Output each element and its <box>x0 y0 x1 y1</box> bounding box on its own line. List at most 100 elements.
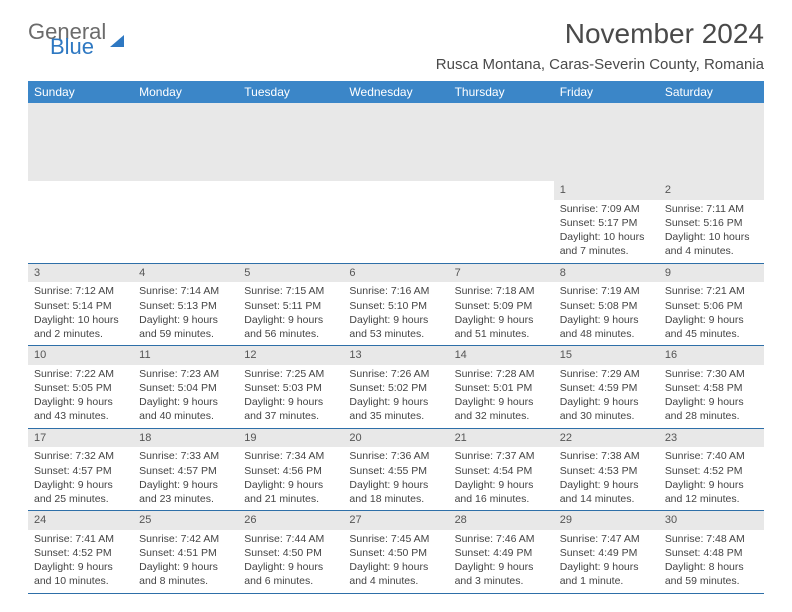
day-sunrise: Sunrise: 7:12 AM <box>34 284 127 298</box>
day-number: 24 <box>28 510 133 530</box>
day-sunrise: Sunrise: 7:15 AM <box>244 284 337 298</box>
day-sunset: Sunset: 4:49 PM <box>455 546 548 560</box>
day-daylight: Daylight: 9 hours and 18 minutes. <box>349 478 442 506</box>
day-cell: 14Sunrise: 7:28 AMSunset: 5:01 PMDayligh… <box>449 345 554 428</box>
day-sunrise: Sunrise: 7:46 AM <box>455 532 548 546</box>
day-header-row: SundayMondayTuesdayWednesdayThursdayFrid… <box>28 81 764 103</box>
day-number: 5 <box>238 263 343 283</box>
day-body: Sunrise: 7:48 AMSunset: 4:48 PMDaylight:… <box>659 530 764 593</box>
day-body: Sunrise: 7:42 AMSunset: 4:51 PMDaylight:… <box>133 530 238 593</box>
day-daylight: Daylight: 9 hours and 43 minutes. <box>34 395 127 423</box>
day-number: 21 <box>449 428 554 448</box>
day-sunrise: Sunrise: 7:09 AM <box>560 202 653 216</box>
day-cell: 7Sunrise: 7:18 AMSunset: 5:09 PMDaylight… <box>449 263 554 346</box>
day-cell: 29Sunrise: 7:47 AMSunset: 4:49 PMDayligh… <box>554 510 659 593</box>
day-header: Wednesday <box>343 81 448 103</box>
day-cell: 2Sunrise: 7:11 AMSunset: 5:16 PMDaylight… <box>659 181 764 263</box>
day-number: 4 <box>133 263 238 283</box>
day-number: 12 <box>238 345 343 365</box>
day-body: Sunrise: 7:16 AMSunset: 5:10 PMDaylight:… <box>343 282 448 345</box>
day-body: Sunrise: 7:14 AMSunset: 5:13 PMDaylight:… <box>133 282 238 345</box>
day-body: Sunrise: 7:32 AMSunset: 4:57 PMDaylight:… <box>28 447 133 510</box>
day-sunrise: Sunrise: 7:41 AM <box>34 532 127 546</box>
day-cell <box>343 181 448 263</box>
day-daylight: Daylight: 10 hours and 2 minutes. <box>34 313 127 341</box>
location: Rusca Montana, Caras-Severin County, Rom… <box>436 56 764 73</box>
day-body: Sunrise: 7:29 AMSunset: 4:59 PMDaylight:… <box>554 365 659 428</box>
week-row: 1Sunrise: 7:09 AMSunset: 5:17 PMDaylight… <box>28 181 764 263</box>
day-daylight: Daylight: 9 hours and 8 minutes. <box>139 560 232 588</box>
day-daylight: Daylight: 9 hours and 51 minutes. <box>455 313 548 341</box>
day-daylight: Daylight: 9 hours and 45 minutes. <box>665 313 758 341</box>
day-sunrise: Sunrise: 7:33 AM <box>139 449 232 463</box>
day-cell: 15Sunrise: 7:29 AMSunset: 4:59 PMDayligh… <box>554 345 659 428</box>
day-header: Friday <box>554 81 659 103</box>
header: General Blue November 2024 Rusca Montana… <box>28 18 764 73</box>
day-body: Sunrise: 7:40 AMSunset: 4:52 PMDaylight:… <box>659 447 764 510</box>
day-number: 19 <box>238 428 343 448</box>
day-body: Sunrise: 7:22 AMSunset: 5:05 PMDaylight:… <box>28 365 133 428</box>
day-header: Sunday <box>28 81 133 103</box>
day-sunrise: Sunrise: 7:30 AM <box>665 367 758 381</box>
day-cell: 12Sunrise: 7:25 AMSunset: 5:03 PMDayligh… <box>238 345 343 428</box>
day-daylight: Daylight: 9 hours and 16 minutes. <box>455 478 548 506</box>
day-body: Sunrise: 7:26 AMSunset: 5:02 PMDaylight:… <box>343 365 448 428</box>
day-number: 18 <box>133 428 238 448</box>
day-number: 8 <box>554 263 659 283</box>
day-body: Sunrise: 7:33 AMSunset: 4:57 PMDaylight:… <box>133 447 238 510</box>
day-daylight: Daylight: 9 hours and 3 minutes. <box>455 560 548 588</box>
day-cell: 1Sunrise: 7:09 AMSunset: 5:17 PMDaylight… <box>554 181 659 263</box>
week-row: 17Sunrise: 7:32 AMSunset: 4:57 PMDayligh… <box>28 428 764 511</box>
day-cell: 28Sunrise: 7:46 AMSunset: 4:49 PMDayligh… <box>449 510 554 593</box>
day-number: 3 <box>28 263 133 283</box>
day-body: Sunrise: 7:18 AMSunset: 5:09 PMDaylight:… <box>449 282 554 345</box>
day-sunset: Sunset: 4:57 PM <box>34 464 127 478</box>
day-cell: 9Sunrise: 7:21 AMSunset: 5:06 PMDaylight… <box>659 263 764 346</box>
day-daylight: Daylight: 10 hours and 4 minutes. <box>665 230 758 258</box>
calendar-table: SundayMondayTuesdayWednesdayThursdayFrid… <box>28 81 764 594</box>
day-cell: 26Sunrise: 7:44 AMSunset: 4:50 PMDayligh… <box>238 510 343 593</box>
day-sunrise: Sunrise: 7:40 AM <box>665 449 758 463</box>
day-sunrise: Sunrise: 7:28 AM <box>455 367 548 381</box>
day-number: 23 <box>659 428 764 448</box>
day-sunset: Sunset: 5:16 PM <box>665 216 758 230</box>
day-daylight: Daylight: 9 hours and 10 minutes. <box>34 560 127 588</box>
day-daylight: Daylight: 9 hours and 25 minutes. <box>34 478 127 506</box>
day-daylight: Daylight: 9 hours and 30 minutes. <box>560 395 653 423</box>
day-cell <box>238 181 343 263</box>
day-daylight: Daylight: 9 hours and 4 minutes. <box>349 560 442 588</box>
day-sunset: Sunset: 4:52 PM <box>34 546 127 560</box>
day-body: Sunrise: 7:44 AMSunset: 4:50 PMDaylight:… <box>238 530 343 593</box>
day-number: 29 <box>554 510 659 530</box>
day-sunrise: Sunrise: 7:18 AM <box>455 284 548 298</box>
day-body: Sunrise: 7:46 AMSunset: 4:49 PMDaylight:… <box>449 530 554 593</box>
day-body: Sunrise: 7:23 AMSunset: 5:04 PMDaylight:… <box>133 365 238 428</box>
day-sunrise: Sunrise: 7:29 AM <box>560 367 653 381</box>
day-number: 10 <box>28 345 133 365</box>
day-sunset: Sunset: 5:04 PM <box>139 381 232 395</box>
week-row: 24Sunrise: 7:41 AMSunset: 4:52 PMDayligh… <box>28 510 764 593</box>
day-cell: 16Sunrise: 7:30 AMSunset: 4:58 PMDayligh… <box>659 345 764 428</box>
day-body: Sunrise: 7:28 AMSunset: 5:01 PMDaylight:… <box>449 365 554 428</box>
day-cell: 22Sunrise: 7:38 AMSunset: 4:53 PMDayligh… <box>554 428 659 511</box>
day-daylight: Daylight: 9 hours and 23 minutes. <box>139 478 232 506</box>
day-header: Monday <box>133 81 238 103</box>
day-sunrise: Sunrise: 7:11 AM <box>665 202 758 216</box>
week-row: 3Sunrise: 7:12 AMSunset: 5:14 PMDaylight… <box>28 263 764 346</box>
day-cell: 25Sunrise: 7:42 AMSunset: 4:51 PMDayligh… <box>133 510 238 593</box>
day-body: Sunrise: 7:15 AMSunset: 5:11 PMDaylight:… <box>238 282 343 345</box>
day-cell: 5Sunrise: 7:15 AMSunset: 5:11 PMDaylight… <box>238 263 343 346</box>
day-number: 9 <box>659 263 764 283</box>
spacer-row <box>28 103 764 181</box>
logo-text-blue: Blue <box>50 37 106 58</box>
day-daylight: Daylight: 8 hours and 59 minutes. <box>665 560 758 588</box>
day-body: Sunrise: 7:19 AMSunset: 5:08 PMDaylight:… <box>554 282 659 345</box>
logo-triangle-icon <box>110 35 124 47</box>
day-daylight: Daylight: 9 hours and 37 minutes. <box>244 395 337 423</box>
day-sunrise: Sunrise: 7:14 AM <box>139 284 232 298</box>
day-cell: 8Sunrise: 7:19 AMSunset: 5:08 PMDaylight… <box>554 263 659 346</box>
day-cell: 10Sunrise: 7:22 AMSunset: 5:05 PMDayligh… <box>28 345 133 428</box>
day-sunset: Sunset: 5:01 PM <box>455 381 548 395</box>
day-sunrise: Sunrise: 7:45 AM <box>349 532 442 546</box>
day-body: Sunrise: 7:38 AMSunset: 4:53 PMDaylight:… <box>554 447 659 510</box>
